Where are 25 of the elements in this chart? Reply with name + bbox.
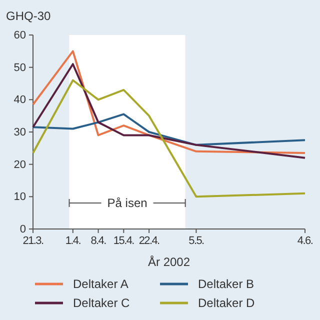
x-tick-label: 15.4.: [113, 234, 135, 247]
x-tick-label: 5.5.: [188, 234, 205, 247]
x-axis-title: År 2002: [148, 255, 190, 269]
band-label: På isen: [107, 196, 148, 210]
y-tick-label: 10: [14, 191, 26, 204]
x-tick-label: 21.3.: [22, 234, 44, 247]
legend-label: Deltaker B: [198, 277, 254, 291]
legend-label: Deltaker A: [73, 277, 128, 291]
x-tick-label: 8.4.: [90, 234, 107, 247]
line-series: [32, 63, 306, 159]
legend-label: Deltaker D: [198, 296, 256, 310]
x-tick-label: 22.4.: [138, 234, 160, 247]
y-tick-label: 20: [14, 158, 26, 171]
x-tick-label: 1.4.: [65, 234, 82, 247]
legend-label: Deltaker C: [73, 296, 130, 310]
y-tick-label: 50: [14, 62, 26, 74]
line-series: [32, 50, 306, 154]
line-series: [32, 79, 306, 198]
y-tick-label: 60: [14, 30, 26, 42]
line-series: [32, 113, 306, 146]
y-axis-title: GHQ-30: [6, 9, 52, 23]
y-tick-label: 40: [14, 94, 26, 106]
y-tick-label: 30: [14, 126, 26, 139]
y-tick-label: 0: [20, 224, 26, 236]
x-tick-label: 4.6.: [297, 234, 314, 247]
